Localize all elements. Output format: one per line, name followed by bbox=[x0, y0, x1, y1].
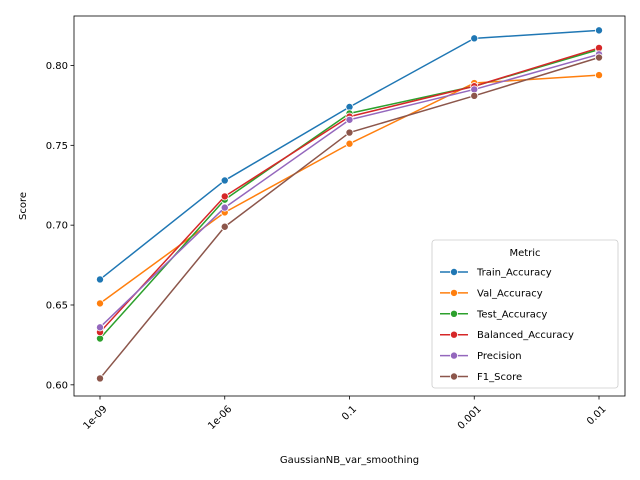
x-tick-label: 1e-09 bbox=[81, 404, 109, 432]
data-point bbox=[345, 139, 354, 148]
x-tick-label: 0.1 bbox=[340, 404, 359, 423]
y-tick-label: 0.75 bbox=[46, 141, 68, 152]
legend: Metric Train_Accuracy Val_Accuracy Test_Acc… bbox=[431, 239, 619, 389]
data-point bbox=[220, 192, 229, 201]
legend-label: Val_Accuracy bbox=[477, 288, 543, 299]
data-point bbox=[220, 222, 229, 231]
legend-marker bbox=[449, 372, 458, 381]
x-tick-label: 1e-06 bbox=[206, 404, 234, 432]
series-f1-score bbox=[96, 53, 604, 383]
y-tick-label: 0.60 bbox=[46, 380, 68, 391]
x-axis-label: GaussianNB_var_smoothing bbox=[280, 455, 419, 466]
legend-label: Test_Accuracy bbox=[476, 309, 547, 320]
series-layer bbox=[96, 26, 604, 383]
legend-item: F1_Score bbox=[440, 372, 522, 383]
legend-item: Train_Accuracy bbox=[440, 268, 552, 279]
data-point bbox=[220, 176, 229, 185]
x-axis-ticks: 1e-09 1e-06 0.1 0.001 0.01 bbox=[81, 396, 609, 432]
x-tick-label: 0.01 bbox=[585, 404, 609, 428]
data-point bbox=[470, 34, 479, 43]
data-point bbox=[96, 374, 105, 383]
data-point bbox=[470, 91, 479, 100]
data-point bbox=[96, 299, 105, 308]
y-axis-label: Score bbox=[18, 192, 29, 220]
legend-item: Val_Accuracy bbox=[440, 288, 543, 299]
legend-title: Metric bbox=[509, 248, 540, 259]
y-tick-label: 0.65 bbox=[46, 300, 68, 311]
data-point bbox=[220, 203, 229, 212]
series-precision bbox=[96, 50, 604, 332]
data-point bbox=[96, 275, 105, 284]
legend-label: Precision bbox=[477, 351, 522, 362]
data-point bbox=[595, 53, 604, 62]
y-tick-label: 0.80 bbox=[46, 61, 68, 72]
legend-marker bbox=[449, 288, 458, 297]
legend-box bbox=[431, 239, 619, 389]
data-point bbox=[595, 26, 604, 35]
legend-label: F1_Score bbox=[477, 372, 522, 383]
legend-marker bbox=[449, 330, 458, 339]
x-tick-label: 0.001 bbox=[456, 404, 484, 432]
legend-item: Precision bbox=[440, 351, 522, 362]
legend-marker bbox=[449, 309, 458, 318]
y-axis-ticks: 0.60 0.65 0.70 0.75 0.80 bbox=[46, 61, 74, 391]
legend-marker bbox=[449, 351, 458, 360]
legend-marker bbox=[449, 267, 458, 276]
data-point bbox=[595, 71, 604, 80]
legend-label: Balanced_Accuracy bbox=[477, 330, 574, 341]
legend-item: Test_Accuracy bbox=[440, 309, 547, 320]
data-point bbox=[345, 115, 354, 124]
y-tick-label: 0.70 bbox=[46, 221, 68, 232]
legend-label: Train_Accuracy bbox=[476, 268, 552, 279]
data-point bbox=[96, 323, 105, 332]
data-point bbox=[345, 128, 354, 137]
legend-item: Balanced_Accuracy bbox=[440, 330, 574, 341]
